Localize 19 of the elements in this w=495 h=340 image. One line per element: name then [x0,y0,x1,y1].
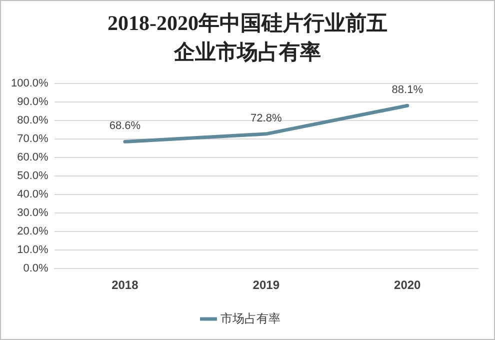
y-tick-label: 90.0% [17,96,49,108]
y-tick-label: 100.0% [10,78,49,90]
x-tick-label: 2020 [394,278,422,292]
text: 88.1% [392,84,423,96]
y-tick-label: 0.0% [23,262,49,275]
x-tick-label: 2018 [112,278,139,292]
y-tick-label: 10.0% [17,244,49,256]
y-tick-label: 60.0% [17,152,49,164]
chart-title: 2018-2020年中国硅片行业前五企业市场占有率 [106,10,388,66]
y-tick-label: 50.0% [17,170,49,182]
y-tick-label: 40.0% [17,188,49,201]
y-tick-label: 70.0% [17,133,49,146]
text: 72.8% [250,112,282,124]
legend-label: 市场占有率 [220,311,280,326]
y-tick-label: 30.0% [17,207,49,220]
text: 68.6% [109,120,141,132]
x-tick-label: 2019 [252,278,280,292]
y-tick-label: 20.0% [17,226,49,238]
y-tick-label: 80.0% [17,114,49,127]
